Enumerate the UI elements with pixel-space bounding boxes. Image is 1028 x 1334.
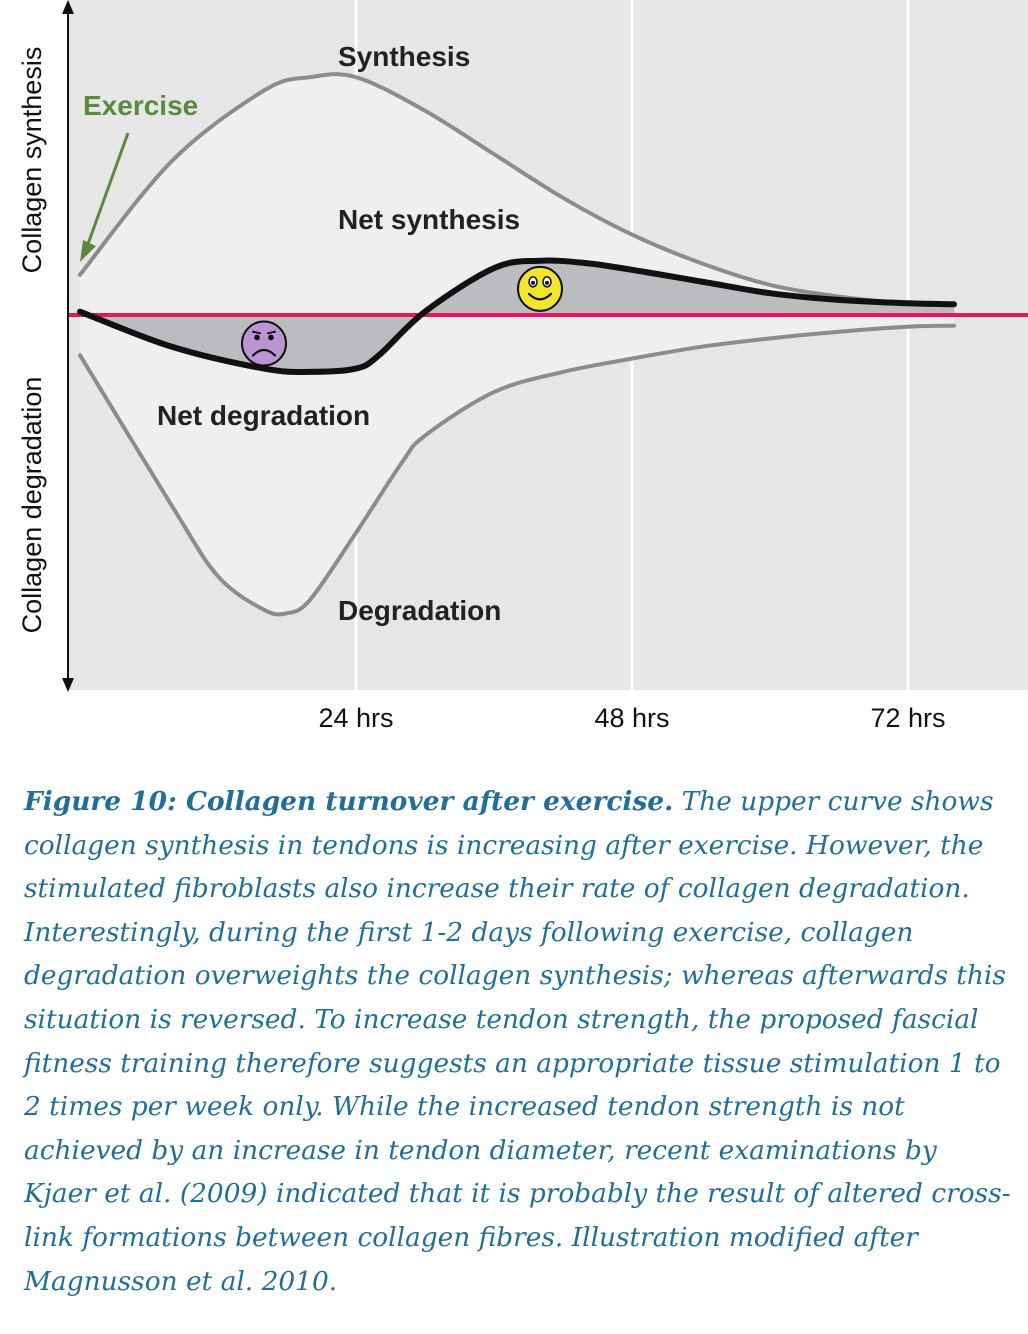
exercise-annotation: Exercise (80, 90, 198, 262)
happy-face-icon (517, 265, 563, 312)
curve-labels: Synthesis Net synthesis Net degradation Deg… (157, 41, 520, 626)
face-icons (241, 265, 563, 367)
label-net-degradation: Net degradation (157, 400, 370, 431)
label-net-synthesis: Net synthesis (338, 204, 520, 235)
exercise-arrow-line (86, 132, 130, 245)
series-line-synthesis (78, 72, 956, 307)
y-axis-label-synthesis: Collagen synthesis (17, 47, 47, 274)
x-tick-label-1: 24 hrs (318, 703, 393, 733)
sad-face-icon (241, 320, 287, 367)
y-axis-arrow-up (62, 0, 74, 14)
series-line-net-synthesis (77, 257, 957, 375)
series-line-degradation (78, 323, 956, 617)
y-axis-label-degradation: Collagen degradation (17, 377, 47, 634)
series-layer (77, 72, 957, 617)
x-tick-label-2: 48 hrs (594, 703, 669, 733)
x-tick-labels: 24 hrs 48 hrs 72 hrs (318, 703, 945, 733)
exercise-label: Exercise (83, 90, 198, 121)
y-axis-arrow-down (62, 678, 74, 692)
figure-caption: Figure 10: Collagen turnover after exerc… (24, 780, 1014, 1303)
caption-title: Figure 10: Collagen turnover after exerc… (24, 786, 674, 817)
y-axis (62, 0, 74, 692)
exercise-arrow-head (80, 240, 96, 262)
label-degradation: Degradation (338, 595, 501, 626)
caption-body: The upper curve shows collagen synthesis… (24, 786, 1011, 1297)
x-tick-label-3: 72 hrs (870, 703, 945, 733)
synthesis-degradation-envelope (80, 74, 954, 615)
collagen-turnover-chart: Collagen synthesis Collagen degradation … (17, 0, 1028, 733)
label-synthesis: Synthesis (338, 41, 470, 72)
